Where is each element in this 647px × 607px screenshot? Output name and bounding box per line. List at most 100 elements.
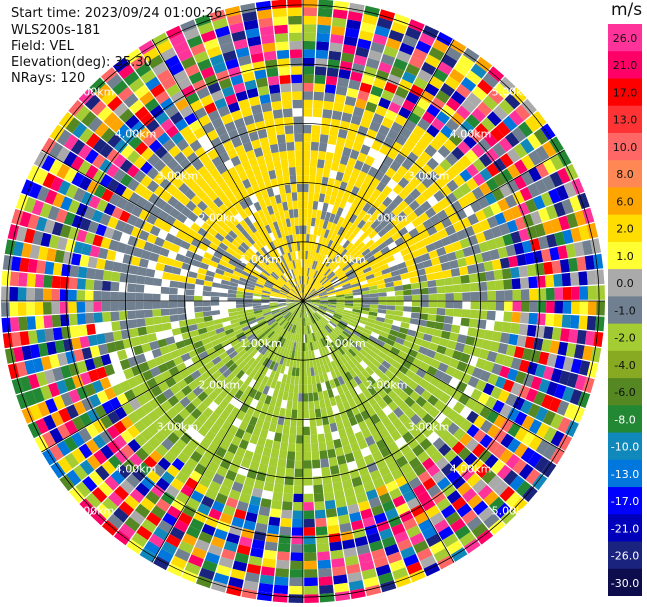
velocity-gate xyxy=(383,434,395,446)
velocity-gate xyxy=(336,455,347,465)
velocity-gate xyxy=(259,393,267,403)
velocity-gate xyxy=(283,484,294,494)
velocity-gate xyxy=(269,295,279,299)
velocity-gate xyxy=(243,19,259,31)
velocity-gate xyxy=(259,428,269,439)
velocity-gate xyxy=(229,281,239,287)
velocity-gate xyxy=(141,518,157,534)
velocity-gate xyxy=(247,280,256,286)
velocity-gate xyxy=(181,385,193,396)
velocity-gate xyxy=(353,54,368,66)
velocity-gate xyxy=(142,221,154,233)
velocity-gate xyxy=(264,59,278,69)
velocity-gate xyxy=(471,107,487,123)
velocity-gate xyxy=(297,409,303,419)
velocity-gate xyxy=(180,206,192,218)
velocity-gate xyxy=(261,366,269,376)
velocity-gate xyxy=(493,158,507,173)
velocity-gate xyxy=(303,326,305,335)
velocity-gate xyxy=(173,401,185,414)
velocity-gate xyxy=(534,179,548,195)
velocity-gate xyxy=(427,170,440,183)
colorbar-unit-label: m/s xyxy=(611,0,643,20)
velocity-gate xyxy=(147,54,164,69)
velocity-gate xyxy=(192,206,203,217)
velocity-gate xyxy=(308,333,312,343)
velocity-gate xyxy=(243,114,255,126)
velocity-gate xyxy=(168,366,180,377)
velocity-gate xyxy=(128,192,141,205)
velocity-gate xyxy=(364,155,375,167)
velocity-gate xyxy=(309,342,314,351)
velocity-gate xyxy=(85,164,99,180)
velocity-gate xyxy=(173,260,184,269)
velocity-gate xyxy=(204,160,216,173)
velocity-gate xyxy=(446,435,459,449)
velocity-gate xyxy=(272,109,283,119)
velocity-gate xyxy=(283,227,289,237)
velocity-gate xyxy=(295,308,300,317)
velocity-gate xyxy=(342,264,351,272)
velocity-gate xyxy=(365,273,375,280)
velocity-gate xyxy=(201,257,211,265)
velocity-gate xyxy=(345,495,358,506)
velocity-gate xyxy=(34,168,49,185)
velocity-gate xyxy=(387,400,399,412)
velocity-gate xyxy=(194,311,204,319)
velocity-gate xyxy=(218,77,233,90)
velocity-gate xyxy=(499,183,512,198)
velocity-gate xyxy=(188,380,199,391)
velocity-gate xyxy=(103,226,115,239)
velocity-gate xyxy=(345,326,354,333)
velocity-gate xyxy=(187,211,199,223)
velocity-gate xyxy=(310,278,316,287)
velocity-gate xyxy=(258,17,273,28)
velocity-gate xyxy=(541,394,554,410)
velocity-gate xyxy=(89,245,101,258)
velocity-gate xyxy=(340,332,349,341)
velocity-gate xyxy=(485,270,495,281)
velocity-gate xyxy=(170,349,181,359)
velocity-gate xyxy=(313,332,318,341)
velocity-gate xyxy=(184,63,200,77)
velocity-gate xyxy=(255,283,264,288)
velocity-gate xyxy=(243,238,253,248)
velocity-gate xyxy=(303,32,316,42)
velocity-gate xyxy=(381,326,391,334)
velocity-gate xyxy=(338,273,347,280)
velocity-gate xyxy=(347,244,357,254)
velocity-gate xyxy=(316,534,329,544)
velocity-gate xyxy=(430,256,441,266)
velocity-gate xyxy=(456,105,471,120)
velocity-gate xyxy=(253,390,263,401)
velocity-gate xyxy=(327,524,340,535)
velocity-gate xyxy=(401,316,411,324)
velocity-gate xyxy=(314,218,321,228)
velocity-gate xyxy=(373,250,383,259)
velocity-gate xyxy=(228,363,238,373)
velocity-gate xyxy=(127,283,137,293)
velocity-gate xyxy=(196,189,208,201)
velocity-gate xyxy=(271,333,279,342)
velocity-gate xyxy=(301,301,303,310)
velocity-gate xyxy=(85,423,99,439)
instrument-label: WLS200s-181 xyxy=(11,23,101,38)
velocity-gate xyxy=(420,339,431,349)
velocity-gate xyxy=(473,415,486,429)
velocity-gate xyxy=(311,451,320,461)
velocity-gate xyxy=(79,127,94,144)
velocity-gate xyxy=(220,214,230,224)
velocity-gate xyxy=(268,341,276,351)
velocity-gate xyxy=(368,350,378,359)
velocity-gate xyxy=(288,209,294,219)
velocity-gate xyxy=(499,486,515,502)
velocity-gate xyxy=(206,129,219,142)
velocity-gate xyxy=(231,481,244,493)
velocity-gate xyxy=(252,221,261,231)
velocity-gate xyxy=(303,233,307,243)
velocity-gate xyxy=(471,143,485,158)
velocity-gate xyxy=(309,316,314,325)
velocity-gate xyxy=(381,267,391,275)
velocity-gate xyxy=(221,85,235,98)
velocity-gate xyxy=(239,382,249,393)
